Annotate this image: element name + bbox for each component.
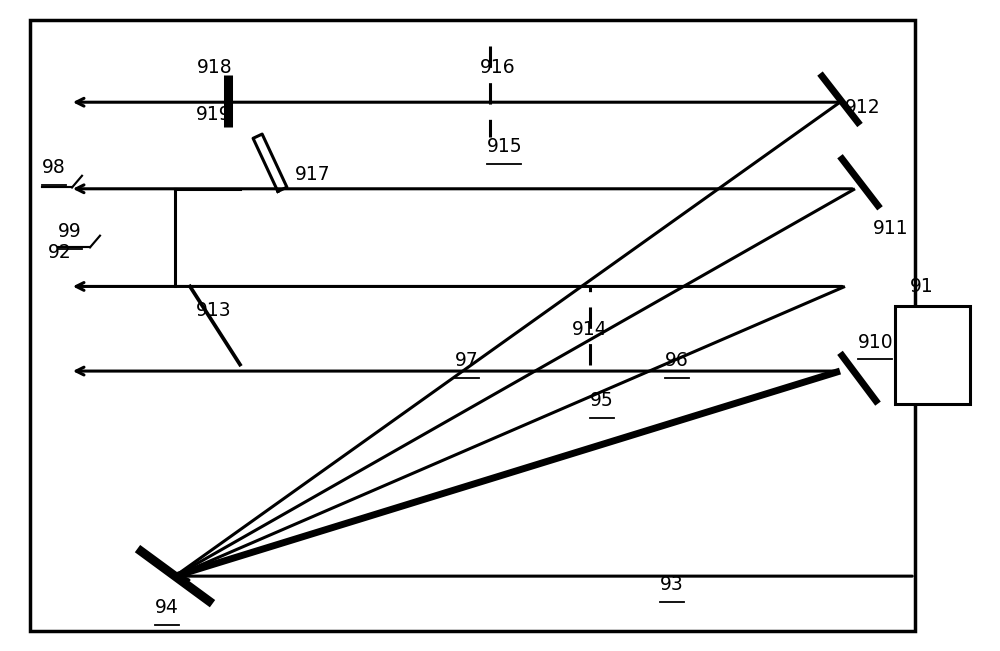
Bar (30, 20, 915, 631)
Text: 914: 914 (572, 320, 608, 339)
Text: 98: 98 (42, 158, 66, 177)
Text: 95: 95 (590, 391, 614, 410)
Text: 917: 917 (295, 165, 331, 184)
Text: 915: 915 (487, 137, 523, 156)
Text: 911: 911 (873, 219, 909, 238)
Text: 91: 91 (910, 277, 934, 296)
Text: 916: 916 (480, 58, 516, 77)
Text: 918: 918 (197, 58, 233, 77)
Text: 913: 913 (196, 301, 232, 320)
Bar (895, 306, 970, 404)
Text: 912: 912 (845, 98, 881, 117)
Text: 919: 919 (196, 105, 232, 124)
Text: 96: 96 (665, 351, 689, 370)
Text: 93: 93 (660, 575, 684, 594)
Text: 99: 99 (58, 222, 82, 241)
Text: 97: 97 (455, 351, 479, 370)
Text: 910: 910 (858, 333, 894, 352)
Text: 92: 92 (48, 243, 72, 262)
Text: 94: 94 (155, 598, 179, 617)
